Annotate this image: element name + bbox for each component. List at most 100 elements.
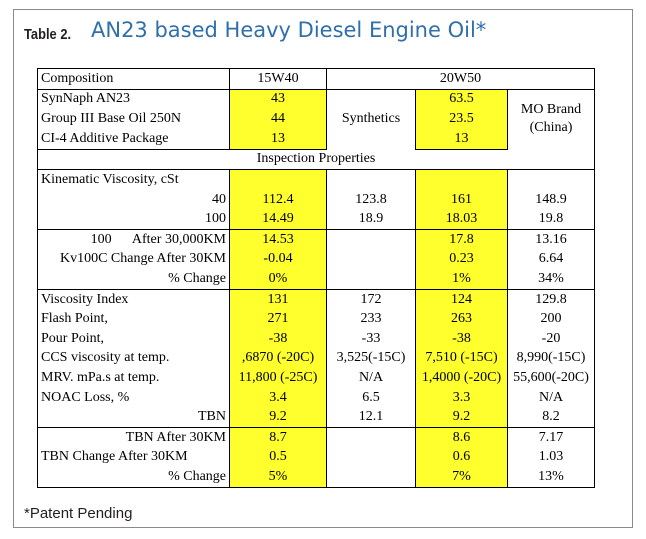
kv-row: 100 14.49 18.9 18.03 19.8 — [37, 209, 596, 231]
table-title: AN23 based Heavy Diesel Engine Oil* — [91, 18, 487, 42]
cell-synthetics: 12.1 — [326, 407, 416, 428]
composition-row: SynNaph AN23 43 Synthetics 63.5 MO Brand… — [37, 89, 596, 149]
property-row: Pour Point, -38 -33 -38 -20 — [37, 329, 596, 349]
cell-15w40: ,6870 (-20C) — [229, 348, 327, 369]
cell-mo-brand: 8.2 — [506, 407, 596, 428]
composition-15w40: 43 — [229, 89, 327, 110]
cell-20w50: 1% — [415, 269, 508, 290]
property-label: NOAC Loss, % — [37, 387, 230, 408]
cell-synthetics: 18.9 — [326, 209, 416, 231]
property-row: NOAC Loss, % 3.4 6.5 3.3 N/A — [37, 387, 596, 408]
cell-synthetics: 6.5 — [326, 387, 416, 408]
cell-20w50: 3.3 — [415, 387, 508, 408]
cell-15w40: 14.49 — [229, 209, 327, 231]
cell-15w40: 9.2 — [229, 407, 327, 428]
kv-label: Kinematic Viscosity, cSt — [37, 169, 230, 190]
cell-mo-brand: 7.17 — [506, 427, 596, 448]
kv-temp-label: 40 — [37, 189, 230, 210]
composition-20w50: 13 — [415, 128, 508, 150]
footnote: *Patent Pending — [24, 505, 133, 522]
property-row: Flash Point, 271 233 263 200 — [37, 309, 596, 330]
property-label: TBN — [37, 407, 230, 428]
cell-20w50: 124 — [415, 289, 508, 310]
property-row: MRV. mPa.s at temp. 11,800 (-25C) N/A 1,… — [37, 368, 596, 388]
composition-header: Composition — [37, 68, 230, 90]
property-label: MRV. mPa.s at temp. — [37, 368, 230, 388]
cell-synthetics: 3,525(-15C) — [326, 348, 416, 369]
cell-20w50: 9.2 — [415, 407, 508, 428]
property-row: CCS viscosity at temp. ,6870 (-20C) 3,52… — [37, 348, 596, 369]
property-row: TBN 9.2 12.1 9.2 8.2 — [37, 407, 596, 428]
inspection-header-row: Inspection Properties — [36, 149, 596, 171]
cell-synthetics — [326, 249, 416, 270]
cell-20w50: 17.8 — [415, 229, 508, 250]
composition-label: Group III Base Oil 250N — [37, 109, 230, 129]
property-row: Viscosity Index 131 172 124 129.8 — [37, 289, 596, 310]
kv-temp-label: 100 — [37, 209, 230, 231]
kv-change-row: Kv100C Change After 30KM -0.04 0.23 6.64 — [37, 249, 596, 270]
composition-label: SynNaph AN23 — [37, 89, 230, 110]
cell-15w40: 112.4 — [229, 189, 327, 210]
mo-brand-label: MO Brand (China) — [506, 89, 596, 149]
cell-15w40: 8.7 — [229, 427, 327, 448]
cell-20w50 — [415, 169, 508, 190]
cell-15w40: 131 — [229, 289, 327, 310]
cell-20w50: -38 — [415, 329, 508, 349]
kv-label-row: Kinematic Viscosity, cSt — [37, 169, 596, 190]
grade-15w40-header: 15W40 — [229, 68, 327, 90]
cell-synthetics: -33 — [326, 329, 416, 349]
cell-15w40: 3.4 — [229, 387, 327, 408]
cell-20w50: 161 — [415, 189, 508, 210]
cell-15w40: 0% — [229, 269, 327, 290]
cell-mo-brand: 13% — [506, 467, 596, 489]
cell-mo-brand: 13.16 — [506, 229, 596, 250]
composition-row: Group III Base Oil 250N 44 23.5 — [37, 109, 595, 129]
cell-mo-brand: 6.64 — [506, 249, 596, 270]
cell-synthetics — [326, 427, 416, 448]
cell-20w50: 8.6 — [415, 427, 508, 448]
cell-20w50: 1,4000 (-20C) — [415, 368, 508, 388]
cell-mo-brand: 1.03 — [506, 447, 596, 468]
cell-mo-brand: 55,600(-20C) — [506, 368, 596, 388]
tbn-label: TBN Change After 30KM — [37, 447, 230, 468]
cell-20w50: 263 — [415, 309, 508, 330]
cell-mo-brand: 34% — [506, 269, 596, 290]
kv-change-label: % Change — [37, 269, 230, 290]
cell-15w40: -38 — [229, 329, 327, 349]
header-row: Composition 15W40 20W50 — [37, 68, 596, 90]
kv-change-label: 100 After 30,000KM — [37, 229, 230, 250]
cell-synthetics — [326, 169, 416, 190]
cell-15w40: 271 — [229, 309, 327, 330]
cell-15w40 — [229, 169, 327, 190]
tbn-label: % Change — [37, 467, 230, 489]
tbn-row: TBN Change After 30KM 0.5 0.6 1.03 — [37, 447, 596, 468]
cell-mo-brand: 8,990(-15C) — [506, 348, 596, 369]
tbn-label: TBN After 30KM — [37, 427, 230, 448]
cell-20w50: 0.23 — [415, 249, 508, 270]
cell-15w40: 11,800 (-25C) — [229, 368, 327, 388]
property-label: Viscosity Index — [37, 289, 230, 310]
cell-20w50: 18.03 — [415, 209, 508, 231]
cell-synthetics: 123.8 — [326, 189, 416, 210]
cell-synthetics: 233 — [326, 309, 416, 330]
cell-mo-brand: 200 — [506, 309, 596, 330]
cell-mo-brand — [506, 169, 596, 190]
cell-20w50: 0.6 — [415, 447, 508, 468]
composition-15w40: 13 — [229, 128, 327, 150]
cell-20w50: 7,510 (-15C) — [415, 348, 508, 369]
cell-15w40: 5% — [229, 467, 327, 489]
kv-change-label: Kv100C Change After 30KM — [37, 249, 230, 270]
cell-synthetics — [326, 229, 416, 250]
cell-synthetics — [326, 269, 416, 290]
property-label: Flash Point, — [37, 309, 230, 330]
composition-label: CI-4 Additive Package — [37, 128, 230, 150]
tbn-row: % Change 5% 7% 13% — [37, 467, 596, 489]
kv-change-row: % Change 0% 1% 34% — [37, 269, 596, 290]
kv-change-row: 100 After 30,000KM 14.53 17.8 13.16 — [37, 229, 596, 250]
composition-20w50: 63.5 — [415, 89, 508, 110]
cell-mo-brand: 129.8 — [506, 289, 596, 310]
cell-synthetics: 172 — [326, 289, 416, 310]
composition-row: CI-4 Additive Package 13 13 — [37, 128, 595, 150]
composition-20w50: 23.5 — [415, 109, 508, 129]
cell-synthetics — [326, 467, 416, 489]
